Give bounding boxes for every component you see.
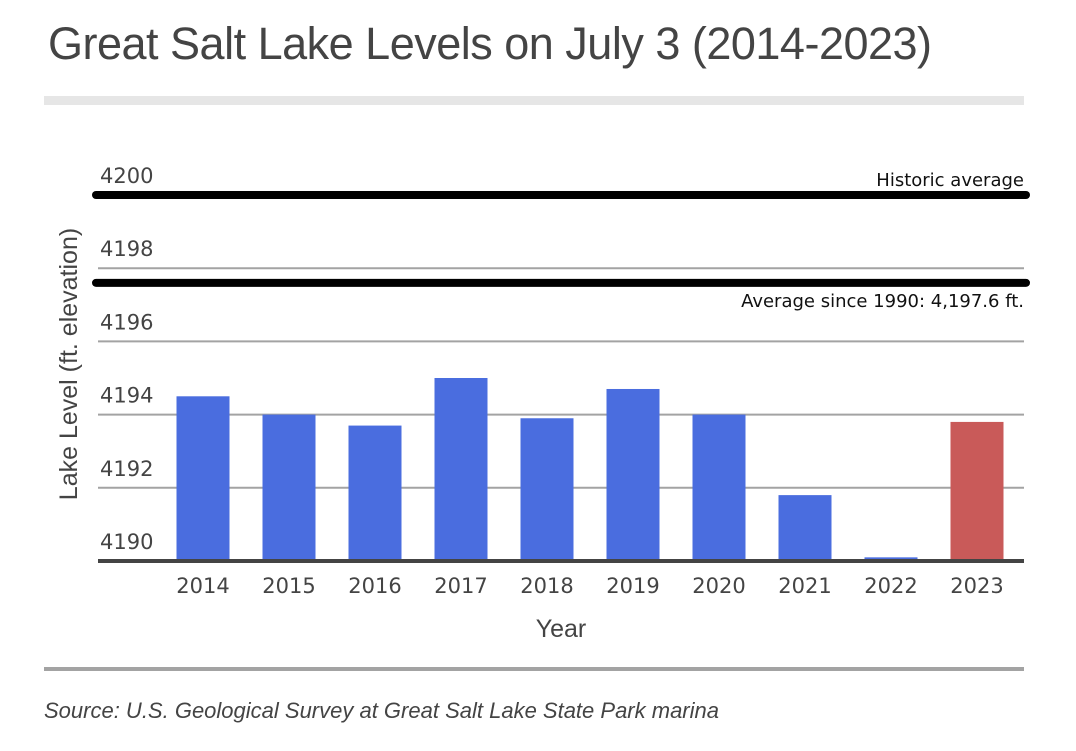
y-tick-label: 4192	[100, 457, 153, 481]
x-tick-label: 2019	[606, 574, 659, 598]
y-tick-label: 4198	[100, 237, 153, 261]
x-tick-label: 2014	[176, 574, 229, 598]
reference-line-label: Average since 1990: 4,197.6 ft.	[741, 291, 1024, 312]
source-note: Source: U.S. Geological Survey at Great …	[44, 698, 719, 723]
y-tick-label: 4200	[100, 164, 153, 188]
y-axis-ticks: 4190 4192 4194 4196 4198 4200	[100, 164, 153, 554]
y-axis-label: Lake Level (ft. elevation)	[55, 228, 83, 500]
bottom-divider	[44, 667, 1024, 671]
bar-2020	[692, 414, 746, 561]
bar-2023	[950, 421, 1004, 561]
title-divider	[44, 96, 1024, 105]
reference-lines: Historic average Average since 1990: 4,19…	[92, 170, 1030, 312]
y-tick-label: 4190	[100, 530, 153, 554]
bar-2015	[262, 414, 316, 561]
x-tick-label: 2022	[864, 574, 917, 598]
bar-2014	[176, 396, 230, 561]
x-tick-label: 2018	[520, 574, 573, 598]
x-tick-label: 2017	[434, 574, 487, 598]
bar-2017	[434, 378, 488, 561]
bar-2021	[778, 495, 832, 561]
x-tick-label: 2016	[348, 574, 401, 598]
bars	[176, 378, 1004, 561]
x-tick-label: 2023	[950, 574, 1003, 598]
bar-2016	[348, 425, 402, 561]
bar-2018	[520, 418, 574, 561]
x-axis-label: Year	[536, 615, 587, 643]
y-tick-label: 4196	[100, 310, 153, 334]
x-axis-ticks: 2014 2015 2016 2017 2018 2019 2020 2021 2022 2023	[176, 574, 1003, 598]
reference-line-label: Historic average	[876, 170, 1024, 191]
x-tick-label: 2015	[262, 574, 315, 598]
bar-2019	[606, 388, 660, 561]
chart-title: Great Salt Lake Levels on July 3 (2014-2…	[48, 18, 932, 69]
x-tick-label: 2021	[778, 574, 831, 598]
x-tick-label: 2020	[692, 574, 745, 598]
y-tick-label: 4194	[100, 384, 153, 408]
